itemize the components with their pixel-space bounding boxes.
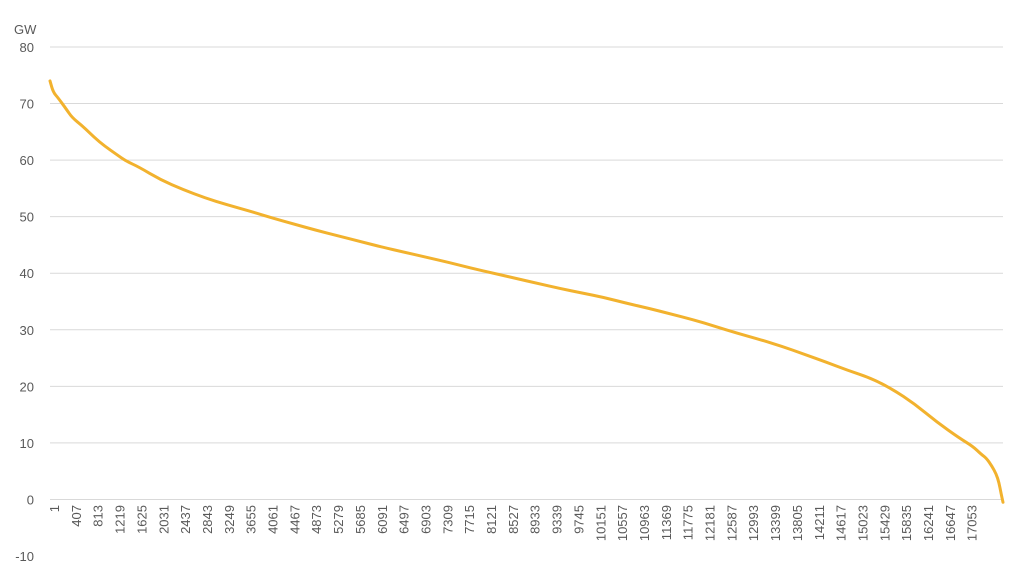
x-tick-label: 813 <box>91 505 106 527</box>
x-tick-label: 1625 <box>134 505 149 534</box>
series-layer <box>48 79 1005 504</box>
x-tick-label: 14617 <box>834 505 849 541</box>
x-tick-label: 7715 <box>462 505 477 534</box>
x-tick-label: 10151 <box>593 505 608 541</box>
x-tick-label: 6497 <box>397 505 412 534</box>
x-tick-label: 13805 <box>790 505 805 541</box>
gridlines <box>50 46 1003 500</box>
y-axis-unit-label: GW <box>14 22 37 37</box>
x-tick-label: 16241 <box>921 505 936 541</box>
x-tick-label: 13399 <box>768 505 783 541</box>
x-tick-label: 6903 <box>418 505 433 534</box>
x-tick-label: 4467 <box>287 505 302 534</box>
x-tick-label: 8121 <box>484 505 499 534</box>
y-tick-label: 80 <box>20 40 34 55</box>
x-tick-label: 1219 <box>113 505 128 534</box>
x-tick-label: 10557 <box>615 505 630 541</box>
x-tick-label: 11369 <box>659 505 674 540</box>
y-tick-label: 20 <box>20 379 34 394</box>
y-tick-label: -10 <box>15 549 34 564</box>
x-tick-label: 16647 <box>943 505 958 541</box>
x-tick-label: 12993 <box>746 505 761 541</box>
x-tick-label: 2437 <box>178 505 193 534</box>
x-tick-label: 2843 <box>200 505 215 534</box>
x-tick-label: 3249 <box>222 505 237 534</box>
x-tick-label: 9745 <box>571 505 586 534</box>
x-tick-label: 12181 <box>703 505 718 541</box>
x-tick-label: 407 <box>69 505 84 527</box>
y-axis-tick-labels: -10 0 10 20 30 40 50 60 70 80 <box>15 40 34 564</box>
x-tick-label: 4061 <box>266 505 281 534</box>
x-tick-label: 3655 <box>244 505 259 534</box>
y-tick-label: 60 <box>20 153 34 168</box>
x-tick-label: 15835 <box>899 505 914 541</box>
x-tick-label: 5279 <box>331 505 346 534</box>
y-tick-label: 40 <box>20 266 34 281</box>
x-tick-label: 2031 <box>156 505 171 534</box>
x-tick-label: 15429 <box>877 505 892 541</box>
x-tick-label: 10963 <box>637 505 652 541</box>
x-tick-label: 6091 <box>375 505 390 534</box>
x-tick-label: 4873 <box>309 505 324 534</box>
x-tick-label: 11775 <box>681 505 696 540</box>
y-tick-label: 10 <box>20 436 34 451</box>
y-tick-label: 70 <box>20 97 34 112</box>
y-tick-label: 30 <box>20 323 34 338</box>
x-axis-tick-labels: 1 407 813 1219 1625 2031 2437 2843 3249 3655 4061 4… <box>47 505 980 541</box>
y-tick-label: 50 <box>20 210 34 225</box>
series-line <box>48 79 1005 504</box>
x-tick-label: 8527 <box>506 505 521 534</box>
x-tick-label: 15023 <box>855 505 870 541</box>
x-tick-label: 9339 <box>550 505 565 534</box>
x-tick-label: 12587 <box>724 505 739 541</box>
x-tick-label: 1 <box>47 505 62 512</box>
x-tick-label: 7309 <box>440 505 455 534</box>
x-tick-label: 17053 <box>965 505 980 541</box>
x-tick-label: 14211 <box>812 505 827 540</box>
x-tick-label: 8933 <box>528 505 543 534</box>
x-tick-label: 5685 <box>353 505 368 534</box>
y-tick-label: 0 <box>27 492 34 507</box>
